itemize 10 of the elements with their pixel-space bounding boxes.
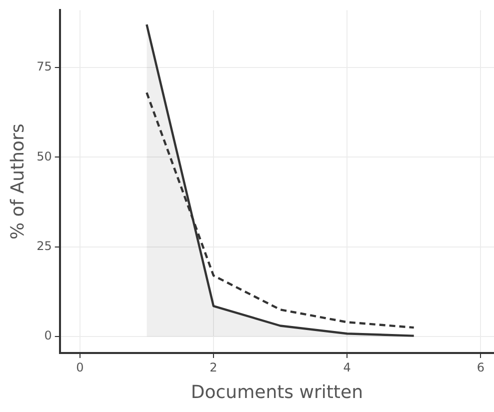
x-tick-label: 2 [210, 360, 218, 374]
x-tick-label: 6 [476, 360, 484, 374]
x-tick-label: 4 [343, 360, 351, 374]
y-axis-title: % of Authors [7, 124, 28, 240]
x-tick-label: 0 [76, 360, 84, 374]
y-tick-label: 75 [36, 60, 52, 74]
y-tick-label: 50 [36, 149, 52, 164]
x-axis-title: Documents written [190, 382, 363, 403]
y-tick-label: 0 [44, 328, 52, 343]
y-tick-label: 25 [36, 238, 52, 253]
